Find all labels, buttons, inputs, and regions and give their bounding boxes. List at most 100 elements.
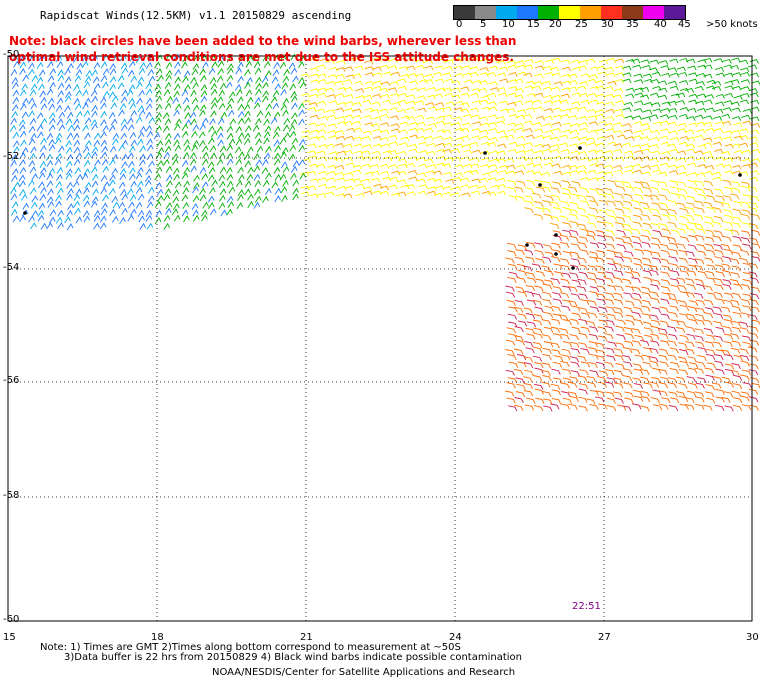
wind-barb	[472, 79, 482, 85]
wind-barb	[300, 185, 310, 191]
wind-barb	[220, 209, 228, 217]
wind-barb	[551, 318, 561, 325]
wind-barb	[235, 138, 243, 146]
wind-barb	[714, 200, 724, 207]
wind-barb	[65, 140, 72, 148]
wind-barb	[237, 61, 244, 69]
wind-barb	[731, 326, 742, 333]
wind-barb	[371, 150, 381, 156]
wind-barb	[282, 97, 290, 105]
wind-barb	[244, 110, 251, 118]
wind-barb	[162, 125, 170, 133]
wind-barb	[210, 82, 218, 90]
wind-barb	[543, 213, 553, 220]
wind-barb	[613, 164, 623, 170]
wind-barb	[445, 178, 455, 184]
wind-barb	[200, 74, 207, 82]
wind-barb	[604, 193, 615, 200]
wind-barb	[605, 134, 615, 140]
wind-barb	[730, 193, 740, 200]
wind-barb	[633, 368, 644, 375]
wind-barb	[749, 355, 759, 362]
wind-barb	[526, 241, 536, 248]
wind-barb	[364, 122, 374, 128]
wind-barb	[742, 222, 752, 229]
wind-barb	[262, 81, 269, 89]
wind-barb	[163, 158, 170, 166]
wind-barb	[641, 291, 652, 299]
wind-barb	[173, 139, 180, 147]
wind-barb	[731, 187, 741, 194]
wind-barb	[261, 166, 269, 175]
wind-barb	[641, 65, 652, 70]
wind-barb	[731, 129, 741, 135]
wind-barb	[670, 72, 680, 78]
wind-barb	[274, 187, 282, 195]
wind-barb	[300, 191, 310, 197]
wind-barb	[417, 190, 427, 196]
wind-barb	[49, 68, 57, 76]
wind-barb	[119, 167, 127, 176]
wind-barb	[397, 85, 408, 91]
wind-barb	[118, 109, 125, 117]
wind-barb	[585, 137, 596, 142]
wind-barb	[703, 180, 714, 187]
wind-barb	[623, 326, 634, 334]
wind-barb	[633, 395, 644, 402]
wind-barb	[613, 306, 623, 314]
wind-barb	[317, 156, 328, 162]
wind-barb	[397, 92, 408, 98]
wind-barb	[641, 165, 651, 170]
wind-barb	[352, 108, 362, 114]
wind-barb	[353, 143, 364, 149]
wind-barb	[750, 213, 760, 220]
wind-barb	[165, 165, 173, 173]
wind-barb	[748, 369, 759, 376]
wind-barb	[714, 148, 724, 154]
wind-barb	[696, 107, 707, 113]
wind-barb	[713, 291, 723, 298]
wind-barb	[58, 145, 65, 153]
wind-barb	[561, 192, 571, 199]
wind-barb	[688, 235, 698, 242]
colorbar-label: 45	[678, 19, 691, 30]
wind-barb	[517, 109, 527, 114]
wind-barb	[712, 341, 722, 348]
wind-barb	[38, 69, 46, 77]
wind-barb	[678, 395, 689, 403]
wind-barb	[605, 243, 616, 250]
wind-barb	[652, 214, 662, 221]
wind-barb	[336, 67, 346, 72]
wind-barb	[364, 72, 375, 77]
wind-barb	[633, 73, 643, 79]
wind-barb	[721, 306, 731, 313]
wind-barb	[399, 142, 409, 148]
wind-barb	[199, 123, 206, 131]
wind-barb	[660, 376, 670, 383]
wind-barb	[588, 74, 598, 79]
wind-barb	[579, 298, 590, 306]
wind-barb	[720, 349, 731, 356]
wind-barb	[382, 150, 392, 156]
wind-barb	[541, 80, 552, 86]
wind-barb	[336, 59, 346, 65]
wind-barb	[343, 156, 353, 162]
wind-barb	[148, 75, 156, 83]
wind-barb	[19, 180, 26, 188]
wind-barb	[597, 381, 608, 388]
wind-barb	[595, 257, 605, 264]
wind-barb	[432, 170, 443, 176]
wind-barb	[666, 143, 677, 149]
wind-barb	[542, 135, 553, 141]
wind-barb	[526, 321, 537, 328]
wind-barb	[688, 93, 698, 99]
wind-barb	[397, 99, 408, 105]
wind-barb	[289, 83, 296, 91]
wind-barb	[721, 263, 731, 270]
wind-barb	[622, 375, 633, 382]
wind-barb	[560, 382, 570, 389]
wind-barb	[580, 214, 590, 221]
wind-barb	[64, 68, 71, 76]
wind-barb	[562, 122, 572, 128]
wind-barb	[730, 229, 740, 236]
